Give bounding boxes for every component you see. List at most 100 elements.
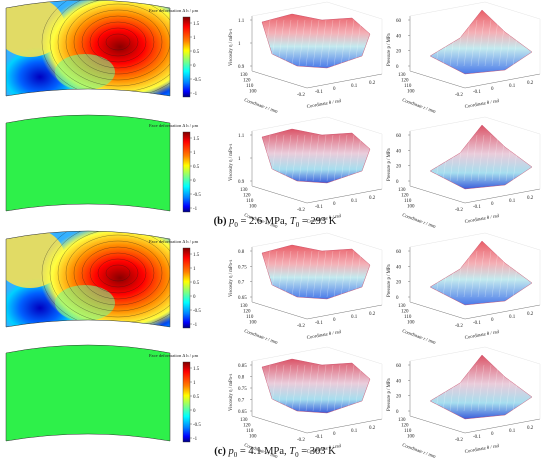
z-axis-label: Pressure p / MPa (387, 147, 392, 181)
theta-tick-label: 0.2 (527, 81, 534, 86)
colorbar-tick-label: 0.5 (193, 281, 200, 286)
mesh-line (312, 364, 320, 412)
r-axis-label: Coordinate r / mm (401, 329, 436, 346)
r-tick-label: 130 (240, 188, 248, 193)
mesh-line (477, 134, 485, 182)
theta-tick-label: 0.2 (369, 312, 376, 317)
mesh-line (291, 250, 299, 298)
colorbar-tick-label: 0 (193, 179, 196, 184)
mesh-line (270, 364, 278, 412)
mesh-line (477, 250, 485, 298)
mesh-line (326, 364, 334, 412)
colorbar-tick-label: 1 (193, 267, 196, 272)
r-axis-label: Coordinate r / mm (243, 98, 278, 115)
contour-line (97, 258, 139, 288)
back-frame (251, 1, 383, 74)
theta-tick-label: -0.2 (455, 438, 463, 443)
contour-line (89, 21, 147, 63)
caption-c-p: p (228, 446, 234, 457)
back-frame (251, 232, 383, 305)
mesh-line (512, 364, 520, 412)
z-axis-label: Viscosity η / mPa·s (229, 144, 234, 181)
r-axis-label: Coordinate r / mm (401, 98, 436, 115)
theta-axis-label: Coordinate θ / rad (464, 99, 500, 110)
mesh-line (498, 250, 506, 298)
colorbar-tick-label: 0 (193, 295, 196, 300)
colorbar-tick-label: -0.5 (193, 78, 201, 83)
mesh-line (277, 250, 285, 298)
mesh-line (263, 19, 271, 67)
mesh-line (340, 134, 348, 182)
mesh-line (263, 364, 271, 412)
mesh-line (277, 19, 285, 67)
z-tick-label: 0.65 (238, 410, 247, 415)
z-tick-label: 40 (396, 34, 402, 39)
theta-tick-label: -0.1 (315, 435, 323, 440)
mesh-line (435, 134, 443, 182)
theta-tick-label: -0.1 (473, 435, 481, 440)
z-axis-label: Pressure p / MPa (387, 263, 392, 297)
r-tick-label: 130 (398, 188, 406, 193)
mesh-line (284, 250, 292, 298)
viscosity-surface-2 (250, 232, 383, 320)
r-tick-label: 130 (398, 418, 406, 423)
contour-line (73, 240, 163, 306)
theta-tick-label: -0.2 (297, 93, 305, 98)
z-tick-label: 1 (238, 42, 241, 47)
mesh-line (347, 250, 355, 298)
z-axis-label: Viscosity η / mPa·s (229, 29, 234, 66)
mesh-line (456, 19, 464, 67)
mesh-line (428, 250, 436, 298)
caption-b-p-value: = 2.6 MPa, (237, 216, 290, 227)
mesh-line (340, 364, 348, 412)
z-tick-label: 0.8 (238, 376, 245, 381)
r-tick-label: 100 (407, 90, 415, 95)
mesh-line (312, 19, 320, 67)
theta-tick-label: -0.2 (455, 324, 463, 329)
theta-tick-label: 0.2 (369, 426, 376, 431)
axis-floor (409, 185, 541, 204)
mesh-line (498, 364, 506, 412)
theta-tick-label: -0.2 (455, 93, 463, 98)
mesh-line (421, 364, 429, 412)
axis-floor (409, 415, 541, 434)
surface-mesh (261, 13, 371, 69)
pressure-surface-0 (408, 1, 541, 89)
theta-tick-label: 0.1 (351, 199, 358, 204)
axis-floor (251, 415, 383, 434)
mesh-line (263, 134, 271, 182)
mesh-line (326, 19, 334, 67)
mesh-line (512, 250, 520, 298)
mesh-line (456, 364, 464, 412)
mesh-line (319, 250, 327, 298)
r-tick-label: 130 (240, 73, 248, 78)
mesh-line (463, 134, 471, 182)
mesh-line (505, 19, 513, 67)
back-frame (409, 346, 541, 419)
theta-tick-label: -0.2 (455, 208, 463, 213)
z-tick-label: 0 (396, 180, 399, 185)
z-tick-label: 0 (396, 410, 399, 415)
mesh-line (270, 134, 278, 182)
theta-tick-label: 0 (491, 87, 494, 92)
r-tick-label: 110 (404, 199, 412, 204)
field-outline (5, 0, 171, 97)
mesh-line (354, 250, 362, 298)
colorbar-tick-label: 1.5 (193, 367, 200, 372)
mesh-line (491, 250, 499, 298)
surface-mesh (261, 128, 371, 184)
r-tick-label: 120 (401, 79, 409, 84)
theta-axis-label: Coordinate θ / rad (306, 99, 342, 110)
mesh-line (291, 364, 299, 412)
theta-tick-label: 0.2 (369, 81, 376, 86)
mesh-line (270, 19, 278, 67)
r-tick-label: 100 (249, 321, 257, 326)
mesh-line (498, 134, 506, 182)
colorbar-tick-label: 0.5 (193, 395, 200, 400)
mesh-line (491, 364, 499, 412)
mesh-line (463, 364, 471, 412)
mesh-line (505, 134, 513, 182)
colorbar (182, 247, 191, 329)
mesh-line (305, 19, 313, 67)
